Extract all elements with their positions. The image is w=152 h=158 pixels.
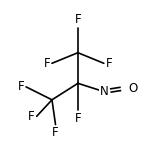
Text: F: F xyxy=(75,13,81,26)
Text: N: N xyxy=(99,85,108,98)
Text: O: O xyxy=(128,82,137,94)
Text: F: F xyxy=(52,126,59,139)
Text: F: F xyxy=(18,80,24,93)
Text: F: F xyxy=(28,110,35,123)
Text: F: F xyxy=(44,57,50,70)
Text: F: F xyxy=(75,112,81,125)
Text: F: F xyxy=(106,57,112,70)
